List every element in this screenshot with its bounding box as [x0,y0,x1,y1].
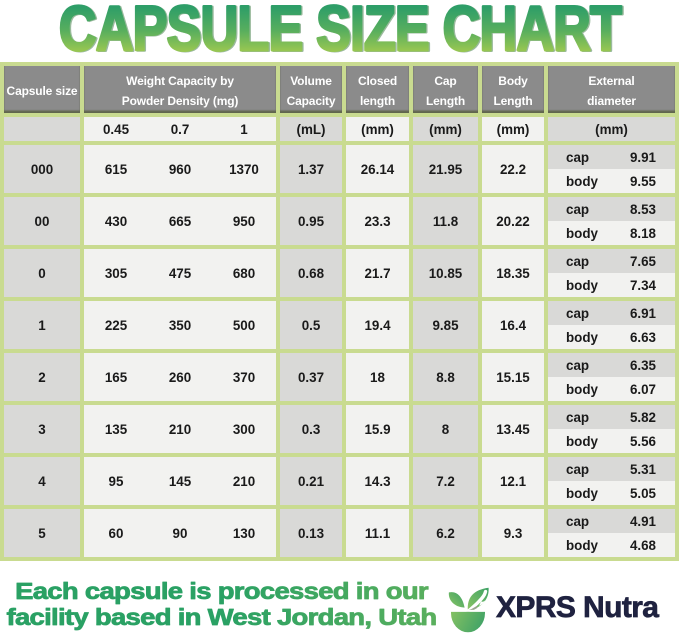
svg-text:facility based in West Jordan,: facility based in West Jordan, Utah [6,605,436,631]
svg-text:Each capsule is processed in o: Each capsule is processed in our [15,579,429,605]
svg-text:CAPSULE SIZE CHART: CAPSULE SIZE CHART [60,0,623,62]
svg-text:CAPSULE SIZE CHART: CAPSULE SIZE CHART [59,0,622,62]
